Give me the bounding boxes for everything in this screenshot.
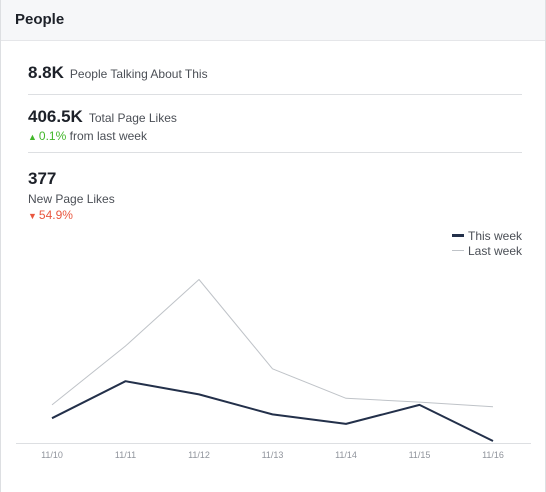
divider — [28, 94, 522, 95]
divider — [28, 152, 522, 153]
new-likes-change-value: 54.9% — [38, 208, 73, 222]
legend-item-last-week: Last week — [452, 244, 522, 259]
total-likes-label: Total Page Likes — [88, 111, 177, 125]
total-likes-change-suffix: from last week — [69, 129, 147, 143]
up-triangle-icon: ▲ — [28, 132, 37, 142]
new-likes-change: ▼ 54.9% — [28, 208, 522, 222]
legend-swatch-last-week — [452, 250, 464, 252]
series-this-week-line — [51, 380, 494, 442]
x-tick-label: 11/16 — [482, 450, 504, 460]
panel-header: People — [1, 0, 545, 41]
x-tick-label: 11/15 — [409, 450, 431, 460]
x-tick-label: 11/14 — [335, 450, 357, 460]
total-likes-value: 406.5K — [28, 107, 83, 126]
x-tick-label: 11/13 — [262, 450, 284, 460]
legend-swatch-this-week — [452, 234, 464, 238]
total-likes-change: ▲ 0.1% from last week — [28, 129, 522, 143]
talking-about-value: 8.8K — [28, 63, 64, 82]
down-triangle-icon: ▼ — [28, 211, 37, 221]
panel-title: People — [15, 11, 65, 28]
talking-about-stat: 8.8K People Talking About This — [28, 63, 522, 83]
x-tick-label: 11/12 — [188, 450, 210, 460]
chart-legend: This week Last week — [452, 229, 522, 259]
new-likes-stat: 377 New Page Likes ▼ 54.9% — [28, 169, 522, 222]
legend-label-last-week: Last week — [468, 244, 523, 258]
total-likes-change-value: 0.1% — [38, 129, 67, 143]
talking-about-label: People Talking About This — [69, 67, 208, 81]
x-tick-label: 11/11 — [115, 450, 136, 460]
legend-label-this-week: This week — [468, 229, 523, 243]
total-likes-stat: 406.5K Total Page Likes ▲ 0.1% from last w… — [28, 107, 522, 143]
new-likes-label: New Page Likes — [28, 192, 115, 206]
series-last-week-line — [51, 279, 494, 408]
new-likes-value: 377 — [28, 169, 57, 188]
legend-item-this-week: This week — [452, 229, 522, 244]
new-likes-line-chart: 11/10 11/11 11/12 11/13 11/14 11/15 11/16 — [16, 279, 531, 460]
x-tick-label: 11/10 — [41, 450, 63, 460]
